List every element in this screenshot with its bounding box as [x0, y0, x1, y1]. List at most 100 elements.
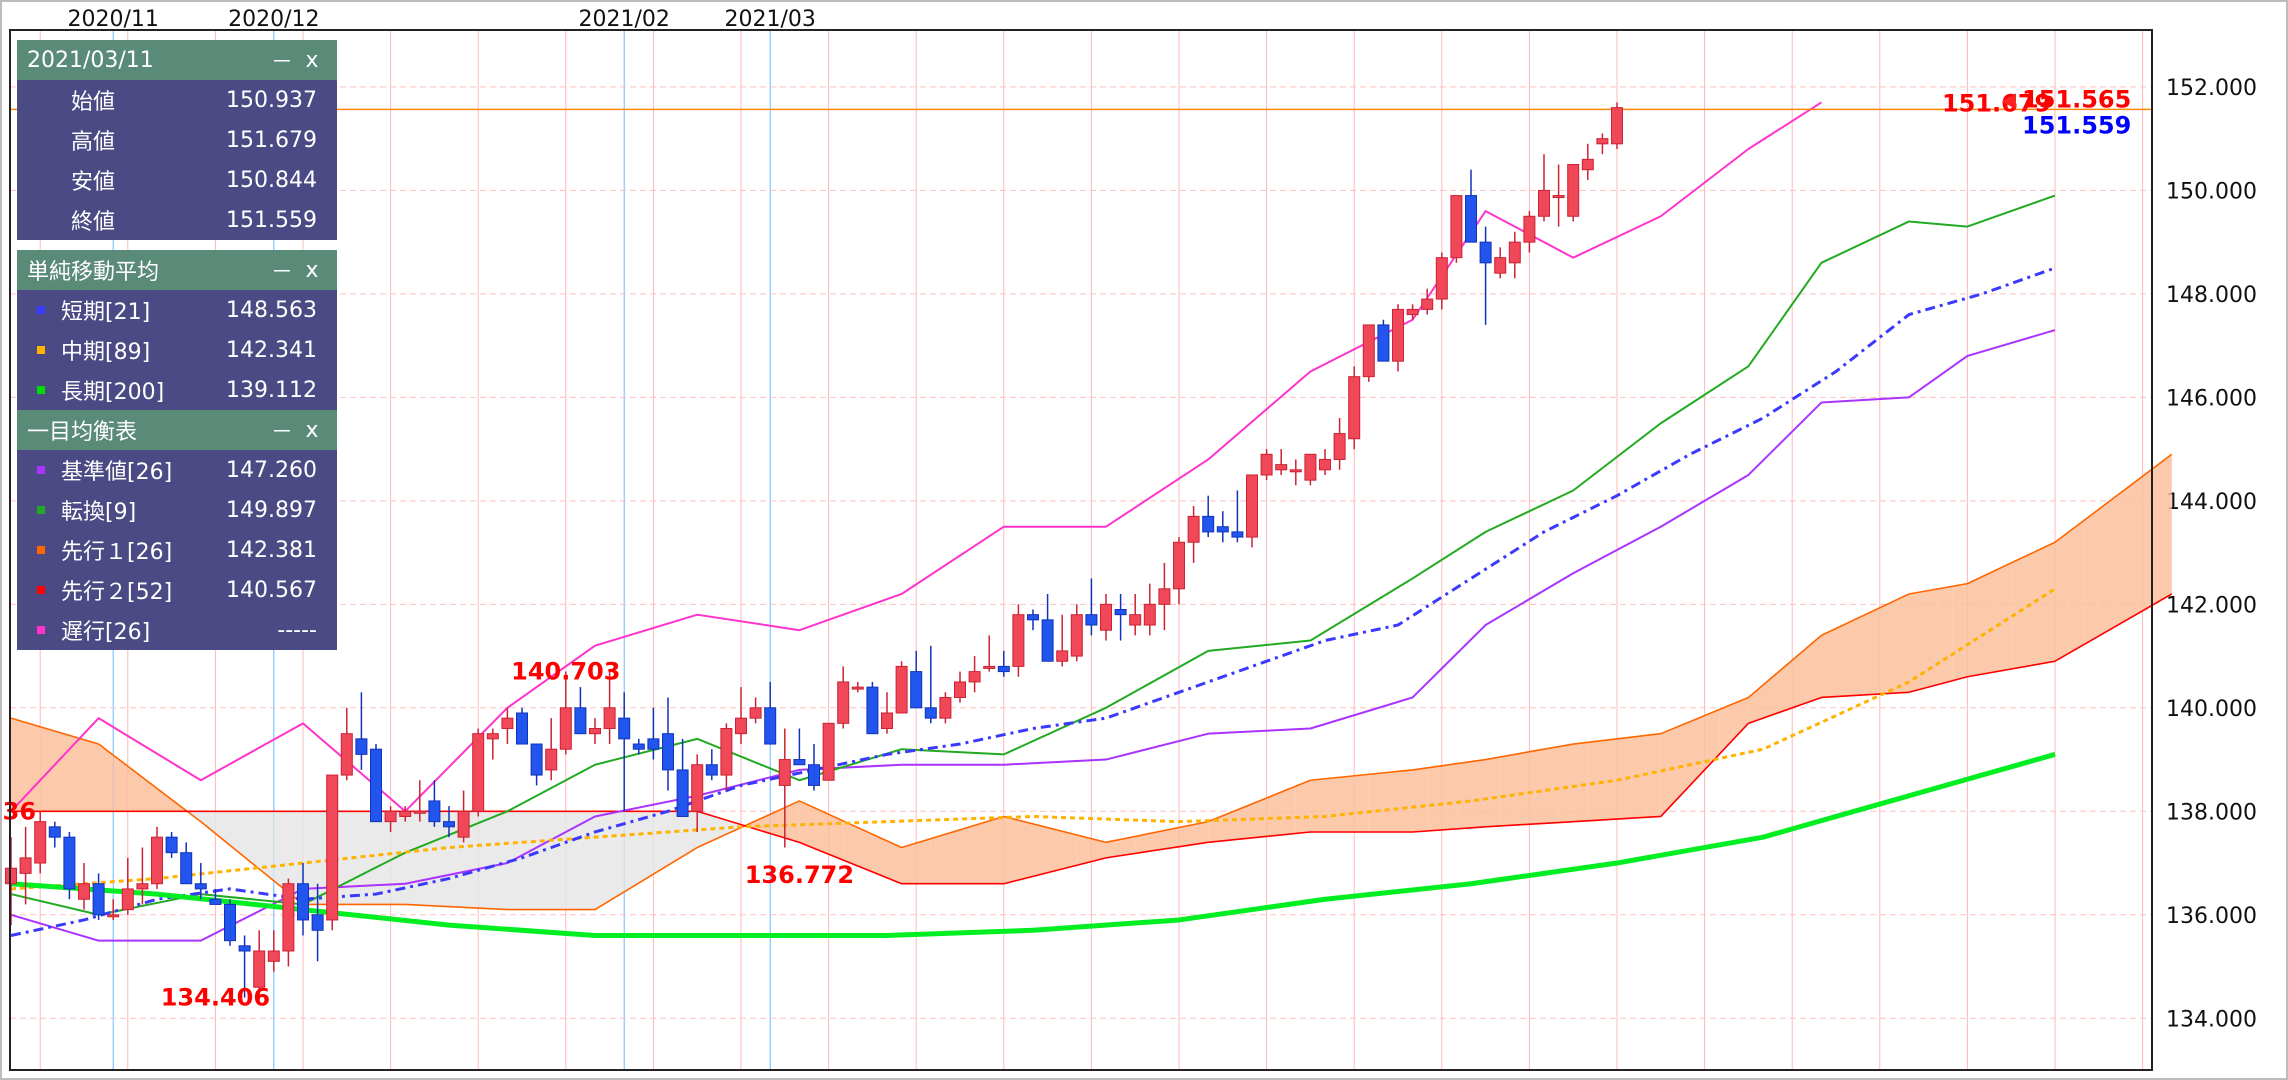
candle-body [180, 852, 193, 885]
current-price-marker [2002, 93, 2016, 110]
cloud-segment [551, 811, 566, 910]
cloud-segment [405, 811, 420, 906]
candle [92, 873, 105, 920]
close-button[interactable]: x [305, 257, 319, 283]
cloud-segment [1602, 738, 1617, 820]
candle-body [1406, 308, 1419, 316]
series-line-sma21 [10, 266, 2056, 937]
ichimoku-row-kijun: 基準値[26] 147.260 [17, 450, 337, 490]
ichimoku-label: 遅行[26] [61, 620, 151, 645]
cloud-segment [1441, 763, 1457, 830]
minimize-button[interactable]: － [270, 50, 293, 75]
close-button[interactable]: x [305, 417, 319, 443]
candle [1581, 143, 1594, 181]
ichimoku-value: 149.897 [226, 497, 317, 523]
color-swatch [37, 546, 45, 554]
cloud-segment [1500, 754, 1515, 826]
cloud-segment [303, 811, 318, 905]
candle-body [1552, 195, 1565, 199]
cloud-segment [1850, 614, 1866, 696]
candle [1435, 252, 1448, 310]
candle [1202, 495, 1215, 538]
cloud-segment [244, 811, 260, 869]
candle-body [1202, 515, 1215, 533]
candle-body [1362, 324, 1375, 378]
candle-body [1508, 241, 1521, 264]
cloud-segment [755, 814, 771, 834]
cloud-segment [200, 811, 216, 834]
candle [121, 857, 134, 915]
current-price-label: 151.559 [2022, 111, 2131, 139]
cloud-segment [1646, 733, 1661, 818]
cloud-segment [1529, 749, 1544, 825]
minimize-button[interactable]: － [270, 420, 293, 445]
candle-body [151, 836, 163, 885]
candle-body [92, 883, 105, 916]
candle [78, 863, 90, 910]
candle [895, 661, 908, 714]
cloud-segment [1865, 607, 1880, 695]
cloud-segment [492, 811, 508, 910]
cloud-segment [1544, 746, 1559, 824]
candle-body [1158, 588, 1171, 605]
candle-body [1012, 614, 1025, 667]
cloud-segment [1120, 836, 1136, 856]
cloud-segment [2142, 465, 2158, 611]
candle [618, 692, 631, 812]
candle [691, 754, 704, 832]
close-button[interactable]: x [305, 47, 319, 73]
y-tick-label: 152.000 [2166, 76, 2257, 101]
candle [1129, 593, 1142, 636]
candle [1494, 247, 1507, 279]
cloud-segment [1938, 586, 1953, 685]
candle-body [1231, 531, 1244, 538]
cloud-segment [2157, 454, 2172, 603]
cloud-segment [1091, 838, 1106, 862]
candle [326, 774, 339, 931]
candle-body [107, 914, 120, 918]
candle-body [1260, 453, 1273, 476]
candle [282, 878, 295, 967]
cloud-segment [2025, 549, 2041, 667]
cloud-segment [259, 811, 274, 881]
ohlc-label: 高値 [71, 130, 116, 155]
candle-body [1216, 526, 1229, 533]
candle-body [939, 696, 952, 719]
ichimoku-value: ----- [277, 617, 317, 643]
candle [720, 723, 733, 791]
ohlc-row-open: 始値 150.937 [17, 80, 337, 120]
candle [1377, 319, 1390, 362]
candle [472, 728, 485, 817]
candle [749, 697, 762, 724]
ohlc-label: 安値 [71, 170, 116, 195]
cloud-segment [84, 739, 99, 812]
cloud-segment [1675, 721, 1690, 801]
candle [180, 842, 193, 885]
cloud-segment [1836, 621, 1851, 697]
cloud-segment [1383, 771, 1398, 832]
cloud-segment [215, 811, 230, 846]
cloud-segment [1106, 839, 1121, 858]
ohlc-value: 151.679 [226, 127, 317, 153]
candle-body [311, 914, 324, 931]
cloud-segment [1281, 786, 1296, 835]
cloud-segment [1879, 600, 1895, 695]
candle [1479, 226, 1492, 325]
color-swatch [37, 346, 45, 354]
candle-body [983, 665, 996, 669]
minimize-button[interactable]: － [270, 260, 293, 285]
cloud-segment [1003, 816, 1019, 884]
cloud-segment [2128, 476, 2143, 620]
cloud-segment [1076, 834, 1092, 866]
cloud-segment [843, 820, 858, 866]
candle [370, 744, 382, 823]
candle-body [881, 712, 893, 730]
candle [1362, 324, 1375, 382]
cloud-segment [1354, 774, 1369, 832]
ichimoku-row-span-a: 先行１[26] 142.381 [17, 530, 337, 570]
candle [107, 899, 120, 920]
candle-body [1538, 189, 1550, 217]
sma-value: 139.112 [226, 377, 317, 403]
cloud-segment [960, 825, 975, 884]
